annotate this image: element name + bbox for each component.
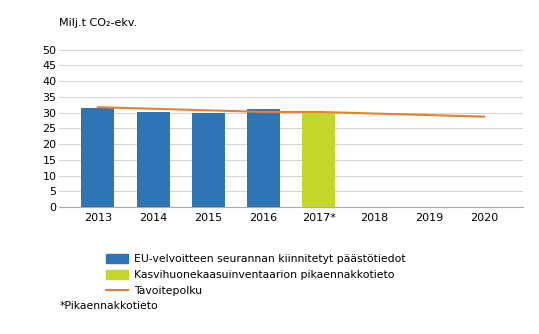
Text: *Pikaennakkotieto: *Pikaennakkotieto xyxy=(59,301,158,311)
Bar xyxy=(136,112,170,207)
Bar xyxy=(81,108,114,207)
Bar xyxy=(192,113,225,207)
Bar xyxy=(247,109,280,207)
Bar xyxy=(302,112,335,207)
Text: Milj.t CO₂-ekv.: Milj.t CO₂-ekv. xyxy=(59,18,137,28)
Legend: EU-velvoitteen seurannan kiinnitetyt päästötiedot, Kasvihuonekaasuinventaarion p: EU-velvoitteen seurannan kiinnitetyt pää… xyxy=(102,249,410,301)
